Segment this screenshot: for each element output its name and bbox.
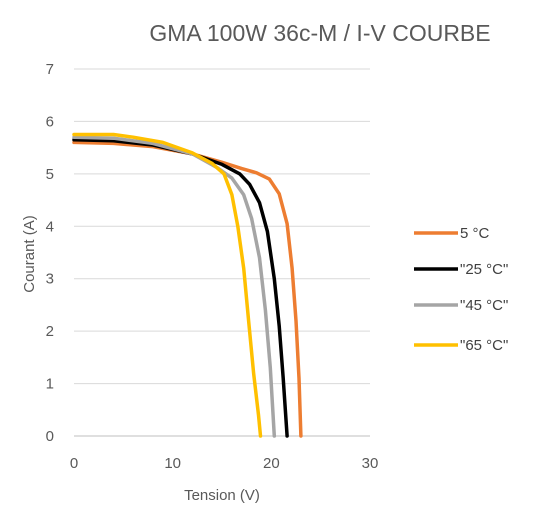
x-tick-label: 0 — [70, 455, 78, 472]
x-tick-label: 20 — [263, 455, 280, 472]
legend-label: "25 °C" — [460, 261, 508, 278]
legend-label: "65 °C" — [460, 337, 508, 354]
y-tick-label: 2 — [46, 323, 54, 340]
legend: 5 °C "25 °C" "45 °C" "65 °C" — [414, 225, 508, 354]
series-lines — [72, 132, 303, 438]
y-tick-label: 3 — [46, 271, 54, 288]
series-line — [72, 132, 263, 438]
y-tick-label: 6 — [46, 113, 54, 130]
gridlines — [74, 68, 370, 385]
x-tick-label: 30 — [362, 455, 379, 472]
series-line — [72, 140, 303, 438]
y-tick-labels: 0 1 2 3 4 5 6 7 — [46, 61, 54, 445]
y-tick-label: 1 — [46, 376, 54, 393]
y-tick-label: 7 — [46, 61, 54, 78]
y-tick-label: 5 — [46, 166, 54, 183]
legend-label: 5 °C — [460, 225, 490, 242]
y-tick-label: 4 — [46, 218, 54, 235]
legend-label: "45 °C" — [460, 297, 508, 314]
y-tick-label: 0 — [46, 428, 54, 445]
x-tick-label: 10 — [164, 455, 181, 472]
x-axis-label: Tension (V) — [184, 487, 260, 504]
y-axis-label: Courant (A) — [21, 215, 38, 293]
series-line — [72, 135, 277, 438]
chart-title: GMA 100W 36c-M / I-V COURBE — [149, 20, 490, 46]
x-tick-labels: 0 10 20 30 — [70, 455, 379, 472]
